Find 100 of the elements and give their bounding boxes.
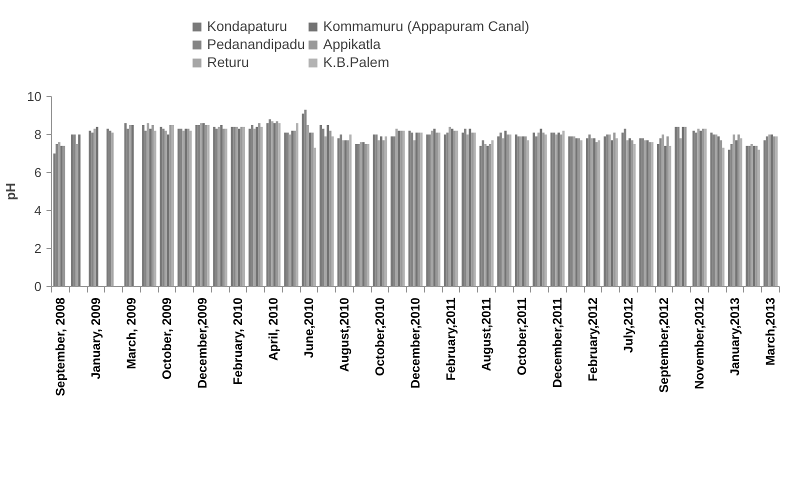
bar	[580, 140, 582, 286]
bar	[362, 142, 365, 286]
bar	[220, 125, 223, 286]
bar	[456, 130, 458, 286]
bar	[732, 134, 736, 286]
y-tick-label: 10	[27, 89, 42, 104]
bar	[207, 125, 210, 286]
bar	[639, 138, 642, 286]
x-tick-label: June,2010	[302, 297, 316, 358]
bar	[164, 130, 167, 286]
bar	[606, 134, 608, 286]
bar	[677, 126, 680, 286]
bar	[593, 138, 596, 286]
bar	[271, 121, 274, 286]
bar	[550, 132, 553, 286]
x-tick-label: November,2012	[692, 297, 707, 390]
y-tick-label: 0	[34, 279, 42, 294]
bar	[242, 126, 246, 286]
bar	[357, 144, 360, 286]
bar	[291, 130, 294, 286]
x-tick-label: April, 2010	[266, 297, 280, 361]
bar	[198, 125, 200, 286]
bar	[56, 144, 58, 286]
bar	[366, 144, 370, 286]
bar	[714, 134, 718, 286]
bar	[712, 134, 715, 286]
bar	[180, 128, 182, 286]
bar	[628, 138, 631, 286]
bar	[142, 125, 144, 286]
bar	[78, 134, 80, 286]
x-tick-label: October,2011	[515, 297, 530, 376]
bar	[91, 132, 94, 286]
bar	[500, 132, 502, 286]
y-tick-label: 4	[34, 203, 42, 218]
bar	[679, 138, 682, 286]
legend-label: Kondapaturu	[207, 18, 288, 34]
bar	[314, 148, 316, 286]
bar	[626, 140, 629, 286]
legend-label: Kommamuru (Appapuram Canal)	[323, 18, 530, 34]
x-tick-label: September,2012	[657, 297, 672, 393]
bar	[238, 128, 240, 286]
bar	[390, 136, 394, 286]
bar	[278, 123, 281, 286]
bar	[308, 132, 312, 286]
bar	[306, 125, 309, 286]
bar	[758, 150, 760, 286]
bar	[236, 126, 238, 286]
bar	[766, 136, 768, 286]
bar	[340, 134, 342, 286]
bar	[764, 140, 766, 286]
bar	[355, 144, 358, 286]
bar	[320, 125, 322, 286]
y-axis-title: pH	[3, 182, 18, 200]
bar	[372, 134, 376, 286]
bar	[331, 136, 334, 286]
bar	[662, 134, 664, 286]
bar	[750, 144, 753, 286]
y-tick-label: 2	[34, 241, 42, 256]
bar	[438, 132, 440, 286]
bar	[651, 142, 654, 286]
bar	[555, 134, 558, 286]
bar	[256, 126, 258, 286]
bar	[166, 134, 170, 286]
bar	[722, 148, 724, 286]
bar	[428, 134, 431, 286]
bar	[413, 140, 416, 286]
bar	[544, 134, 547, 286]
bar	[402, 130, 405, 286]
x-tick-label: December,2010	[408, 297, 422, 389]
bar	[342, 140, 344, 286]
legend-label: Appikatla	[323, 36, 381, 52]
x-tick-label: March, 2009	[124, 297, 138, 370]
bar	[71, 134, 74, 286]
bar	[73, 134, 76, 286]
bar	[408, 130, 411, 286]
y-tick-label: 6	[34, 165, 42, 180]
bar	[189, 130, 192, 286]
bar	[474, 132, 476, 286]
bar	[420, 132, 423, 286]
x-tick-label: October,2010	[372, 297, 387, 376]
bar	[570, 136, 573, 286]
bar	[608, 134, 611, 286]
bar	[58, 142, 60, 286]
bar	[568, 136, 571, 286]
bar	[154, 130, 156, 286]
bar	[700, 130, 702, 286]
x-tick-label: February,2012	[586, 297, 600, 382]
bar	[233, 126, 236, 286]
x-tick-label: July,2012	[622, 297, 636, 353]
bar	[106, 128, 109, 286]
bar	[692, 130, 695, 286]
bar	[735, 140, 738, 286]
bar	[416, 132, 418, 286]
bar	[451, 128, 454, 286]
bar	[642, 138, 644, 286]
bar	[558, 132, 560, 286]
x-tick-label: October, 2009	[160, 297, 174, 380]
bar	[616, 138, 618, 286]
bar	[535, 136, 538, 286]
bar	[184, 128, 188, 286]
